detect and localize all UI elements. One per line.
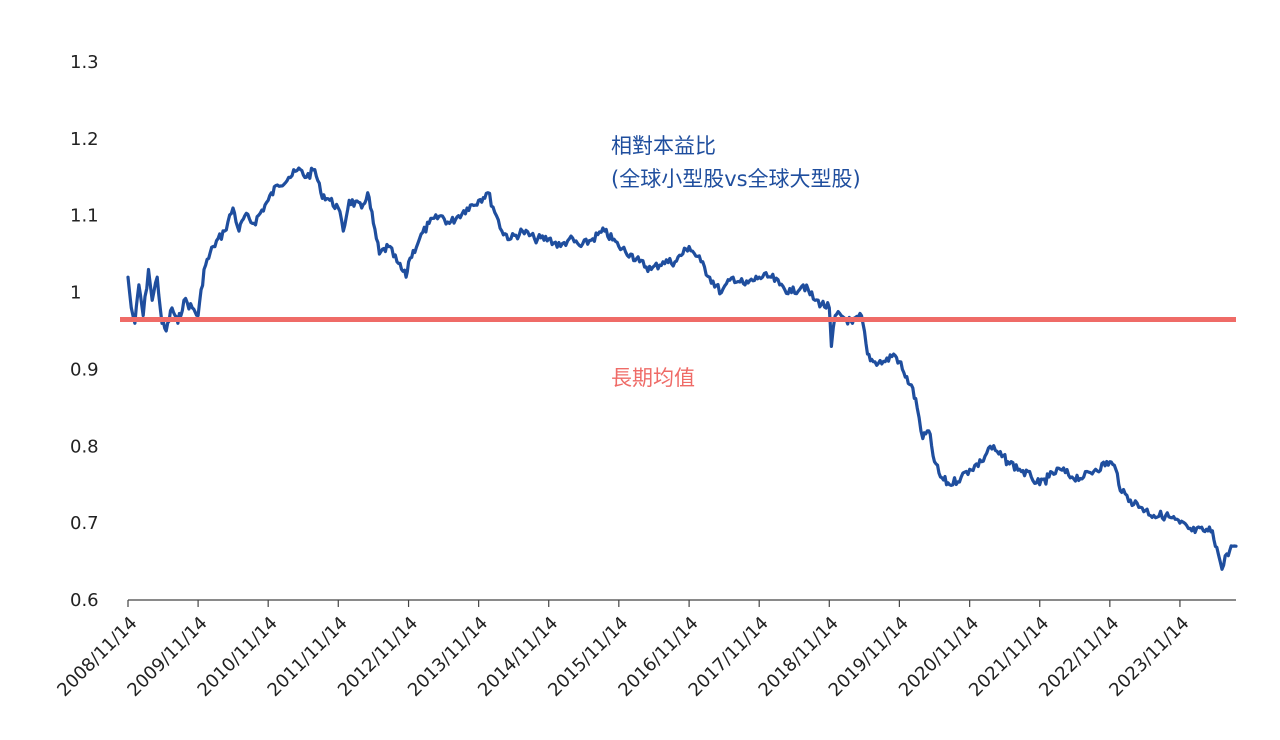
y-tick-label: 1.2 — [70, 129, 99, 150]
x-axis-ticks: 2008/11/142009/11/142010/11/142011/11/14… — [53, 600, 1193, 701]
y-tick-label: 1.1 — [70, 206, 99, 227]
y-axis-ticks: 1.3 1.2 1.1 1 0.9 0.8 0.7 0.6 — [70, 52, 99, 611]
relative-pe-line — [126, 166, 1238, 571]
annotation-mean-label: 長期均值 — [611, 366, 695, 390]
annotation-pe-subtitle: (全球小型股vs全球大型股) — [611, 167, 861, 191]
y-tick-label: 0.6 — [70, 590, 99, 611]
y-tick-label: 0.7 — [70, 513, 99, 534]
annotation-pe-title: 相對本益比 — [611, 134, 716, 158]
y-tick-label: 0.8 — [70, 436, 99, 457]
y-tick-label: 0.9 — [70, 359, 99, 380]
y-tick-label: 1.3 — [70, 52, 99, 73]
y-tick-label: 1 — [70, 283, 81, 304]
